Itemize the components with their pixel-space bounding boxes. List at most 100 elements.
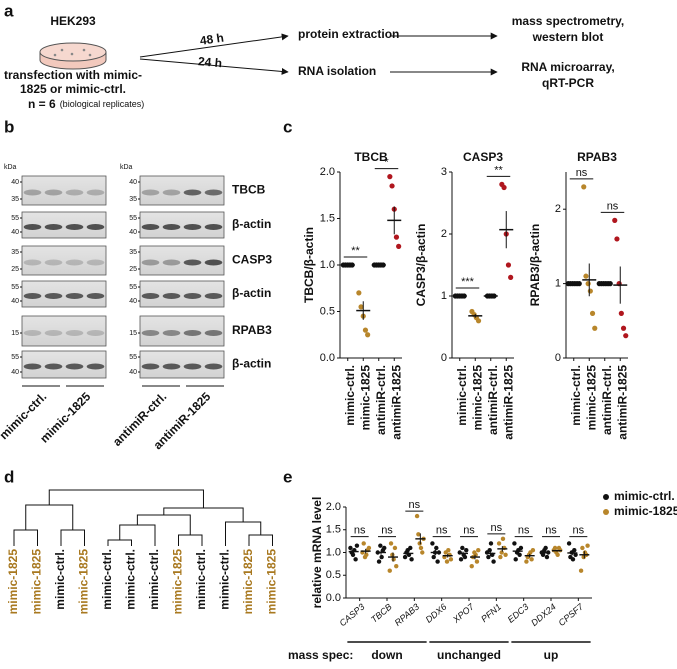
step: RNA isolation [298,64,376,78]
kda-label: kDa [4,164,17,171]
band [23,330,42,336]
x-tick-label: antimiR-ctrl. [600,365,614,435]
x-tick-label: TBCB [369,602,394,625]
output: western blot [532,30,604,44]
data-point [460,545,465,551]
time: 48 h [199,31,225,48]
data-point [444,559,450,564]
data-point [376,559,382,564]
data-point [420,550,425,555]
data-point [570,557,576,562]
kda-marker: 40 [129,298,137,305]
data-point [623,333,629,339]
data-point [587,288,593,294]
band [141,189,160,196]
data-point [498,554,503,560]
data-point [513,557,518,562]
data-point [501,184,507,191]
group-label: unchanged [437,648,501,662]
band [65,259,84,266]
panel-label: d [4,467,14,486]
x-tick-label: mimic-ctrl. [569,365,583,426]
band [183,224,202,230]
significance: ns [409,499,421,511]
data-point [388,541,394,546]
dendrogram-branch [107,539,132,546]
n-note: (biological replicates) [60,99,145,109]
significance: *** [461,276,475,288]
band [44,224,63,230]
leaf-label: mimic-1825 [30,549,44,615]
data-point [544,554,550,560]
leaf-label: mimic-ctrl. [218,549,232,610]
data-point [578,568,584,573]
n-count: n = 6 [28,97,56,111]
band [23,189,42,196]
group-label: up [544,648,559,662]
significance: ns [573,524,585,536]
leaf-label: mimic-1825 [241,549,255,615]
data-point [499,550,504,555]
band [183,189,202,196]
data-point [476,548,481,553]
band [141,363,160,370]
data-point [362,327,369,333]
step: protein extraction [298,27,399,41]
output: qRT-PCR [542,76,594,90]
y-tick-label: 2 [441,228,447,240]
y-tick-label: 0.0 [320,352,335,364]
x-tick-label: antimiR-1825 [615,365,629,440]
data-point [618,310,624,316]
transfection: 1825 or mimic-ctrl. [20,82,126,96]
kda-marker: 55 [11,215,19,222]
leaf-label: mimic-ctrl. [194,549,208,610]
data-point [416,532,421,537]
data-point [448,557,454,562]
data-point [418,545,424,551]
dendrogram-branch [248,534,273,546]
y-tick-label: 3 [441,166,447,178]
x-tick-label: mimic-1825 [470,365,484,431]
data-point [354,543,360,548]
data-point [353,557,358,562]
blot-label: β-actin [232,217,271,231]
band [86,330,105,336]
kda-marker: 40 [11,229,19,236]
band [204,224,223,230]
data-point [566,541,572,546]
kda-marker: 55 [11,284,19,291]
x-tick-label: DDX24 [529,602,558,628]
band [204,189,223,196]
band [204,330,223,336]
data-point [396,243,402,249]
band [44,363,63,370]
data-point [614,236,620,242]
band [204,259,223,266]
data-point [581,184,587,190]
leaf-label: mimic-1825 [77,549,91,615]
leaf-label: mimic-1825 [6,549,20,615]
blot-label: β-actin [232,286,271,300]
band [183,363,202,370]
band [65,363,84,370]
x-tick-label: mimic-1825 [358,365,372,431]
data-point [540,552,546,557]
data-point [503,552,508,557]
band [204,363,223,370]
significance: ns [491,522,503,534]
data-point [356,290,362,296]
data-point [414,513,420,519]
band [86,293,105,299]
x-tick-label: mimic-ctrl. [455,365,469,426]
data-point [475,318,482,324]
data-point [391,557,396,562]
band [65,224,84,230]
data-point [389,183,395,189]
x-tick-label: CPSF7 [556,601,585,628]
y-tick-label: 2 [555,203,561,215]
blot-label: β-actin [232,357,271,371]
data-point [446,548,451,553]
n-text: n = 6 (biological replicates) [28,97,144,111]
significance: ns [545,524,557,536]
